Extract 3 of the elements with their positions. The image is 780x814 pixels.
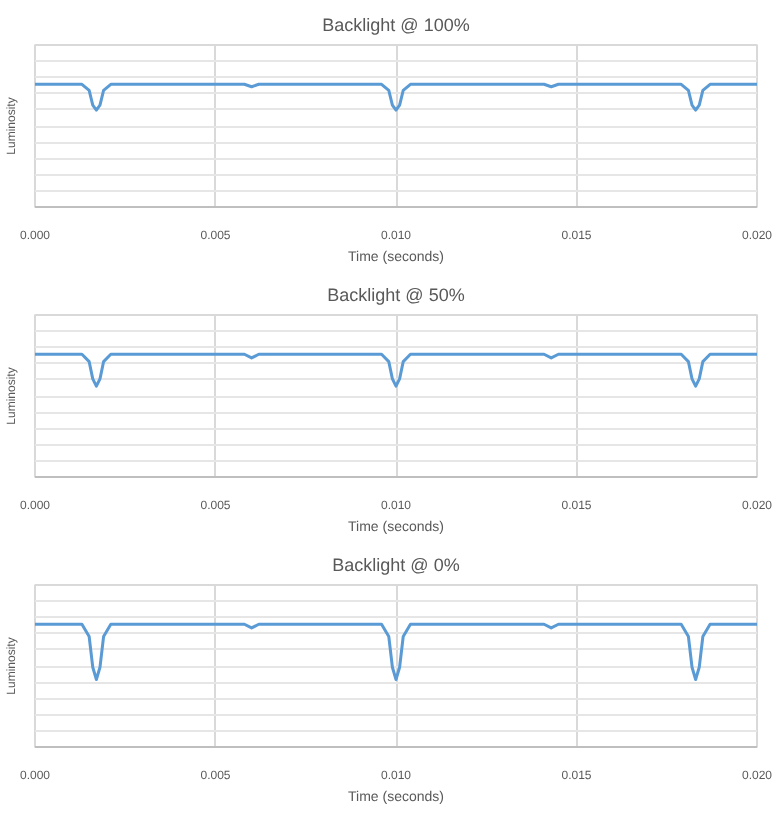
chart-title: Backlight @ 100% — [322, 15, 470, 35]
chart-title: Backlight @ 0% — [332, 555, 460, 575]
chart-title: Backlight @ 50% — [327, 285, 465, 305]
